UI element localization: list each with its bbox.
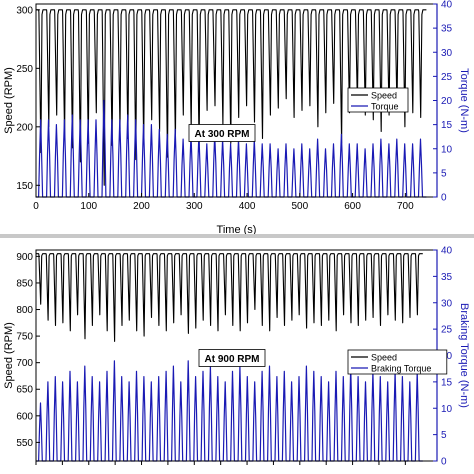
right-tick-label: 0 — [441, 457, 447, 468]
speed-series-300 — [36, 9, 427, 186]
x-tick-label: 200 — [133, 201, 150, 212]
right-tick-label: 5 — [441, 168, 447, 179]
right-tick-label: 15 — [441, 120, 453, 131]
x-axis-label-300: Time (s) — [217, 224, 257, 236]
right-axis-label-900: Braking Torque (N-m) — [458, 303, 470, 408]
left-axis-ticks-300: 150 200 250 300 — [16, 5, 40, 192]
right-tick-label: 25 — [441, 325, 453, 336]
right-tick-label: 35 — [441, 24, 453, 35]
left-tick-label: 250 — [16, 64, 33, 75]
annotation-box-300: At 300 RPM — [188, 124, 256, 142]
right-tick-label: 40 — [441, 0, 453, 11]
panel-300rpm: 150 200 250 300 0 5 10 15 20 25 30 35 40 0 100 200 300… — [3, 0, 470, 236]
panel-separator — [0, 234, 474, 238]
left-tick-label: 800 — [16, 305, 33, 316]
left-axis-ticks-900: 550 600 650 700 750 800 850 900 — [16, 252, 40, 449]
speed-line — [36, 253, 423, 342]
right-tick-label: 0 — [441, 193, 447, 204]
right-tick-label: 10 — [441, 144, 453, 155]
annotation-300: At 300 RPM — [194, 129, 249, 140]
legend-label: Speed — [371, 91, 397, 101]
legend-label: Braking Torque — [371, 364, 431, 374]
right-tick-label: 10 — [441, 404, 453, 415]
speed-line — [36, 9, 427, 186]
left-tick-label: 900 — [16, 252, 33, 263]
x-axis-ticks-900 — [35, 461, 406, 465]
right-tick-label: 20 — [441, 96, 453, 107]
right-tick-label: 40 — [441, 246, 453, 257]
right-tick-label: 25 — [441, 72, 453, 83]
speed-series-900 — [36, 253, 423, 342]
left-tick-label: 850 — [16, 278, 33, 289]
left-tick-label: 300 — [16, 5, 33, 16]
left-tick-label: 200 — [16, 122, 33, 133]
x-tick-label: 300 — [186, 201, 203, 212]
x-tick-label: 400 — [239, 201, 256, 212]
legend-label: Speed — [371, 353, 397, 363]
x-tick-label: 600 — [344, 201, 361, 212]
annotation-900: At 900 RPM — [204, 354, 259, 365]
right-tick-label: 30 — [441, 48, 453, 59]
right-axis-label-300: Torque (N-m) — [458, 68, 470, 133]
left-tick-label: 150 — [16, 181, 33, 192]
left-tick-label: 600 — [16, 411, 33, 422]
x-tick-label: 100 — [80, 201, 97, 212]
right-tick-label: 35 — [441, 272, 453, 283]
left-axis-label-300: Speed (RPM) — [3, 67, 15, 134]
left-tick-label: 650 — [16, 385, 33, 396]
left-tick-label: 550 — [16, 438, 33, 449]
x-tick-label: 500 — [291, 201, 308, 212]
torque-line — [36, 360, 423, 462]
left-tick-label: 700 — [16, 358, 33, 369]
right-tick-label: 30 — [441, 298, 453, 309]
right-axis-ticks-300: 0 5 10 15 20 25 30 35 40 — [433, 0, 453, 204]
torque-series-900 — [36, 360, 423, 462]
left-axis-label-900: Speed (RPM) — [3, 322, 15, 389]
right-tick-label: 5 — [441, 430, 447, 441]
x-tick-label: 700 — [397, 201, 414, 212]
legend-box — [347, 87, 409, 113]
x-tick-label: 0 — [33, 201, 39, 212]
right-tick-label: 15 — [441, 377, 453, 388]
legend-label: Torque — [371, 102, 399, 112]
x-axis-ticks-300: 0 100 200 300 400 500 600 700 — [33, 193, 414, 212]
annotation-box-900: At 900 RPM — [198, 349, 266, 367]
legend-box — [347, 349, 448, 375]
left-tick-label: 750 — [16, 332, 33, 343]
